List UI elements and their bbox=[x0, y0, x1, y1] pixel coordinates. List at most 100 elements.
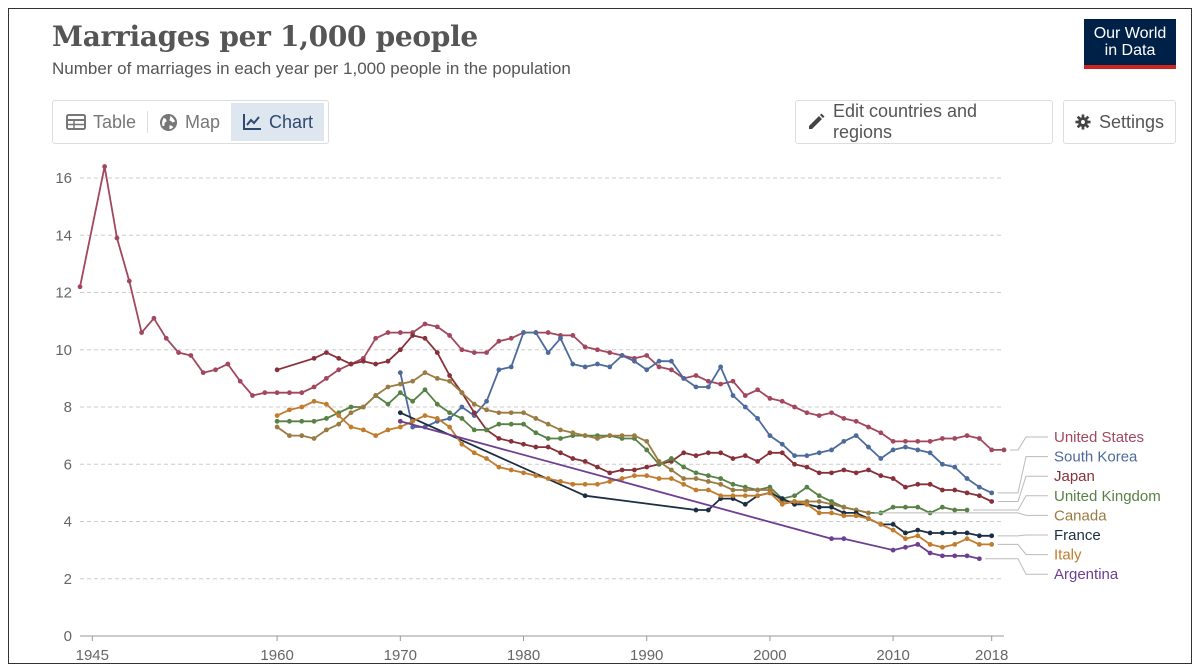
data-point bbox=[693, 470, 699, 476]
data-point bbox=[705, 473, 711, 479]
data-point bbox=[976, 436, 982, 441]
data-point bbox=[915, 504, 921, 510]
y-tick-label: 6 bbox=[64, 456, 72, 473]
x-tick-label: 1960 bbox=[260, 647, 293, 664]
data-point bbox=[903, 536, 908, 542]
data-point bbox=[225, 361, 231, 367]
data-point bbox=[964, 530, 970, 536]
data-point bbox=[176, 350, 181, 356]
tab-table[interactable]: Table bbox=[55, 103, 147, 141]
legend-label[interactable]: Italy bbox=[1054, 547, 1082, 564]
legend-label[interactable]: Argentina bbox=[1054, 566, 1119, 583]
settings-button[interactable]: Settings bbox=[1063, 100, 1176, 144]
data-point bbox=[434, 401, 440, 407]
data-point bbox=[730, 481, 736, 487]
x-tick-label: 1980 bbox=[507, 647, 540, 664]
legend-label[interactable]: Canada bbox=[1054, 507, 1107, 524]
edit-countries-button[interactable]: Edit countries and regions bbox=[795, 100, 1053, 144]
data-point bbox=[792, 453, 797, 459]
data-point bbox=[324, 427, 329, 433]
data-point bbox=[385, 401, 391, 407]
y-tick-label: 10 bbox=[55, 342, 72, 359]
data-point bbox=[521, 421, 526, 427]
data-point bbox=[940, 461, 945, 467]
data-point bbox=[570, 481, 576, 487]
data-point bbox=[447, 416, 452, 421]
data-point bbox=[139, 330, 145, 335]
data-point bbox=[471, 410, 477, 416]
data-point bbox=[816, 493, 822, 499]
data-point bbox=[595, 361, 600, 367]
data-point bbox=[792, 404, 797, 410]
data-point bbox=[792, 499, 797, 504]
data-point bbox=[989, 499, 995, 504]
data-point bbox=[890, 504, 896, 510]
data-point bbox=[940, 553, 945, 559]
data-point bbox=[545, 436, 551, 441]
series-argentina[interactable] bbox=[397, 418, 982, 562]
data-point bbox=[903, 484, 908, 490]
data-point bbox=[545, 350, 551, 356]
data-point bbox=[915, 447, 921, 453]
data-point bbox=[927, 438, 933, 444]
data-point bbox=[964, 490, 970, 496]
legend-label[interactable]: France bbox=[1054, 527, 1101, 544]
data-point bbox=[299, 418, 305, 424]
data-point bbox=[484, 427, 489, 433]
data-point bbox=[558, 335, 563, 341]
legend-label[interactable]: South Korea bbox=[1054, 449, 1138, 466]
data-point bbox=[915, 481, 921, 487]
data-point bbox=[607, 470, 613, 476]
data-point bbox=[989, 490, 995, 496]
y-tick-label: 14 bbox=[55, 227, 72, 244]
data-point bbox=[274, 413, 280, 418]
data-point bbox=[767, 490, 773, 496]
data-point bbox=[742, 501, 748, 507]
data-point bbox=[311, 384, 317, 390]
data-point bbox=[311, 418, 317, 424]
data-point bbox=[853, 433, 859, 439]
legend-label[interactable]: United States bbox=[1054, 429, 1144, 446]
legend-connector bbox=[985, 558, 1048, 575]
tab-chart[interactable]: Chart bbox=[231, 103, 325, 141]
data-point bbox=[952, 530, 958, 536]
legend-label[interactable]: United Kingdom bbox=[1054, 488, 1161, 505]
data-point bbox=[890, 447, 896, 453]
data-point bbox=[558, 450, 563, 456]
data-point bbox=[397, 418, 403, 424]
data-point bbox=[656, 476, 662, 481]
data-point bbox=[718, 364, 724, 370]
data-point bbox=[521, 330, 526, 335]
logo-line-2: in Data bbox=[1104, 42, 1156, 59]
data-point bbox=[533, 330, 539, 335]
series-italy[interactable] bbox=[274, 398, 995, 550]
x-tick-label: 1945 bbox=[76, 647, 109, 664]
legend-connector bbox=[997, 475, 1048, 502]
data-point bbox=[903, 530, 908, 536]
data-point bbox=[940, 504, 945, 510]
tab-map[interactable]: Map bbox=[148, 103, 231, 141]
data-point bbox=[324, 416, 329, 421]
data-point bbox=[471, 350, 477, 356]
data-point bbox=[656, 364, 662, 370]
series-japan[interactable] bbox=[274, 333, 995, 504]
data-point bbox=[693, 384, 699, 390]
data-point bbox=[730, 487, 736, 493]
owid-logo[interactable]: Our World in Data bbox=[1084, 19, 1176, 69]
tab-map-label: Map bbox=[185, 111, 221, 132]
data-point bbox=[878, 521, 884, 527]
series-united-states[interactable] bbox=[77, 164, 1007, 453]
data-point bbox=[262, 390, 268, 396]
legend-connector bbox=[874, 512, 1048, 516]
data-point bbox=[496, 367, 502, 373]
x-tick-label: 1990 bbox=[630, 647, 663, 664]
data-point bbox=[841, 438, 847, 444]
globe-icon bbox=[159, 113, 178, 131]
data-point bbox=[582, 344, 588, 350]
legend-label[interactable]: Japan bbox=[1054, 468, 1095, 485]
data-point bbox=[903, 504, 908, 510]
series-south-korea[interactable] bbox=[397, 330, 995, 496]
data-point bbox=[779, 501, 785, 507]
data-point bbox=[422, 387, 428, 393]
data-point bbox=[348, 404, 354, 410]
